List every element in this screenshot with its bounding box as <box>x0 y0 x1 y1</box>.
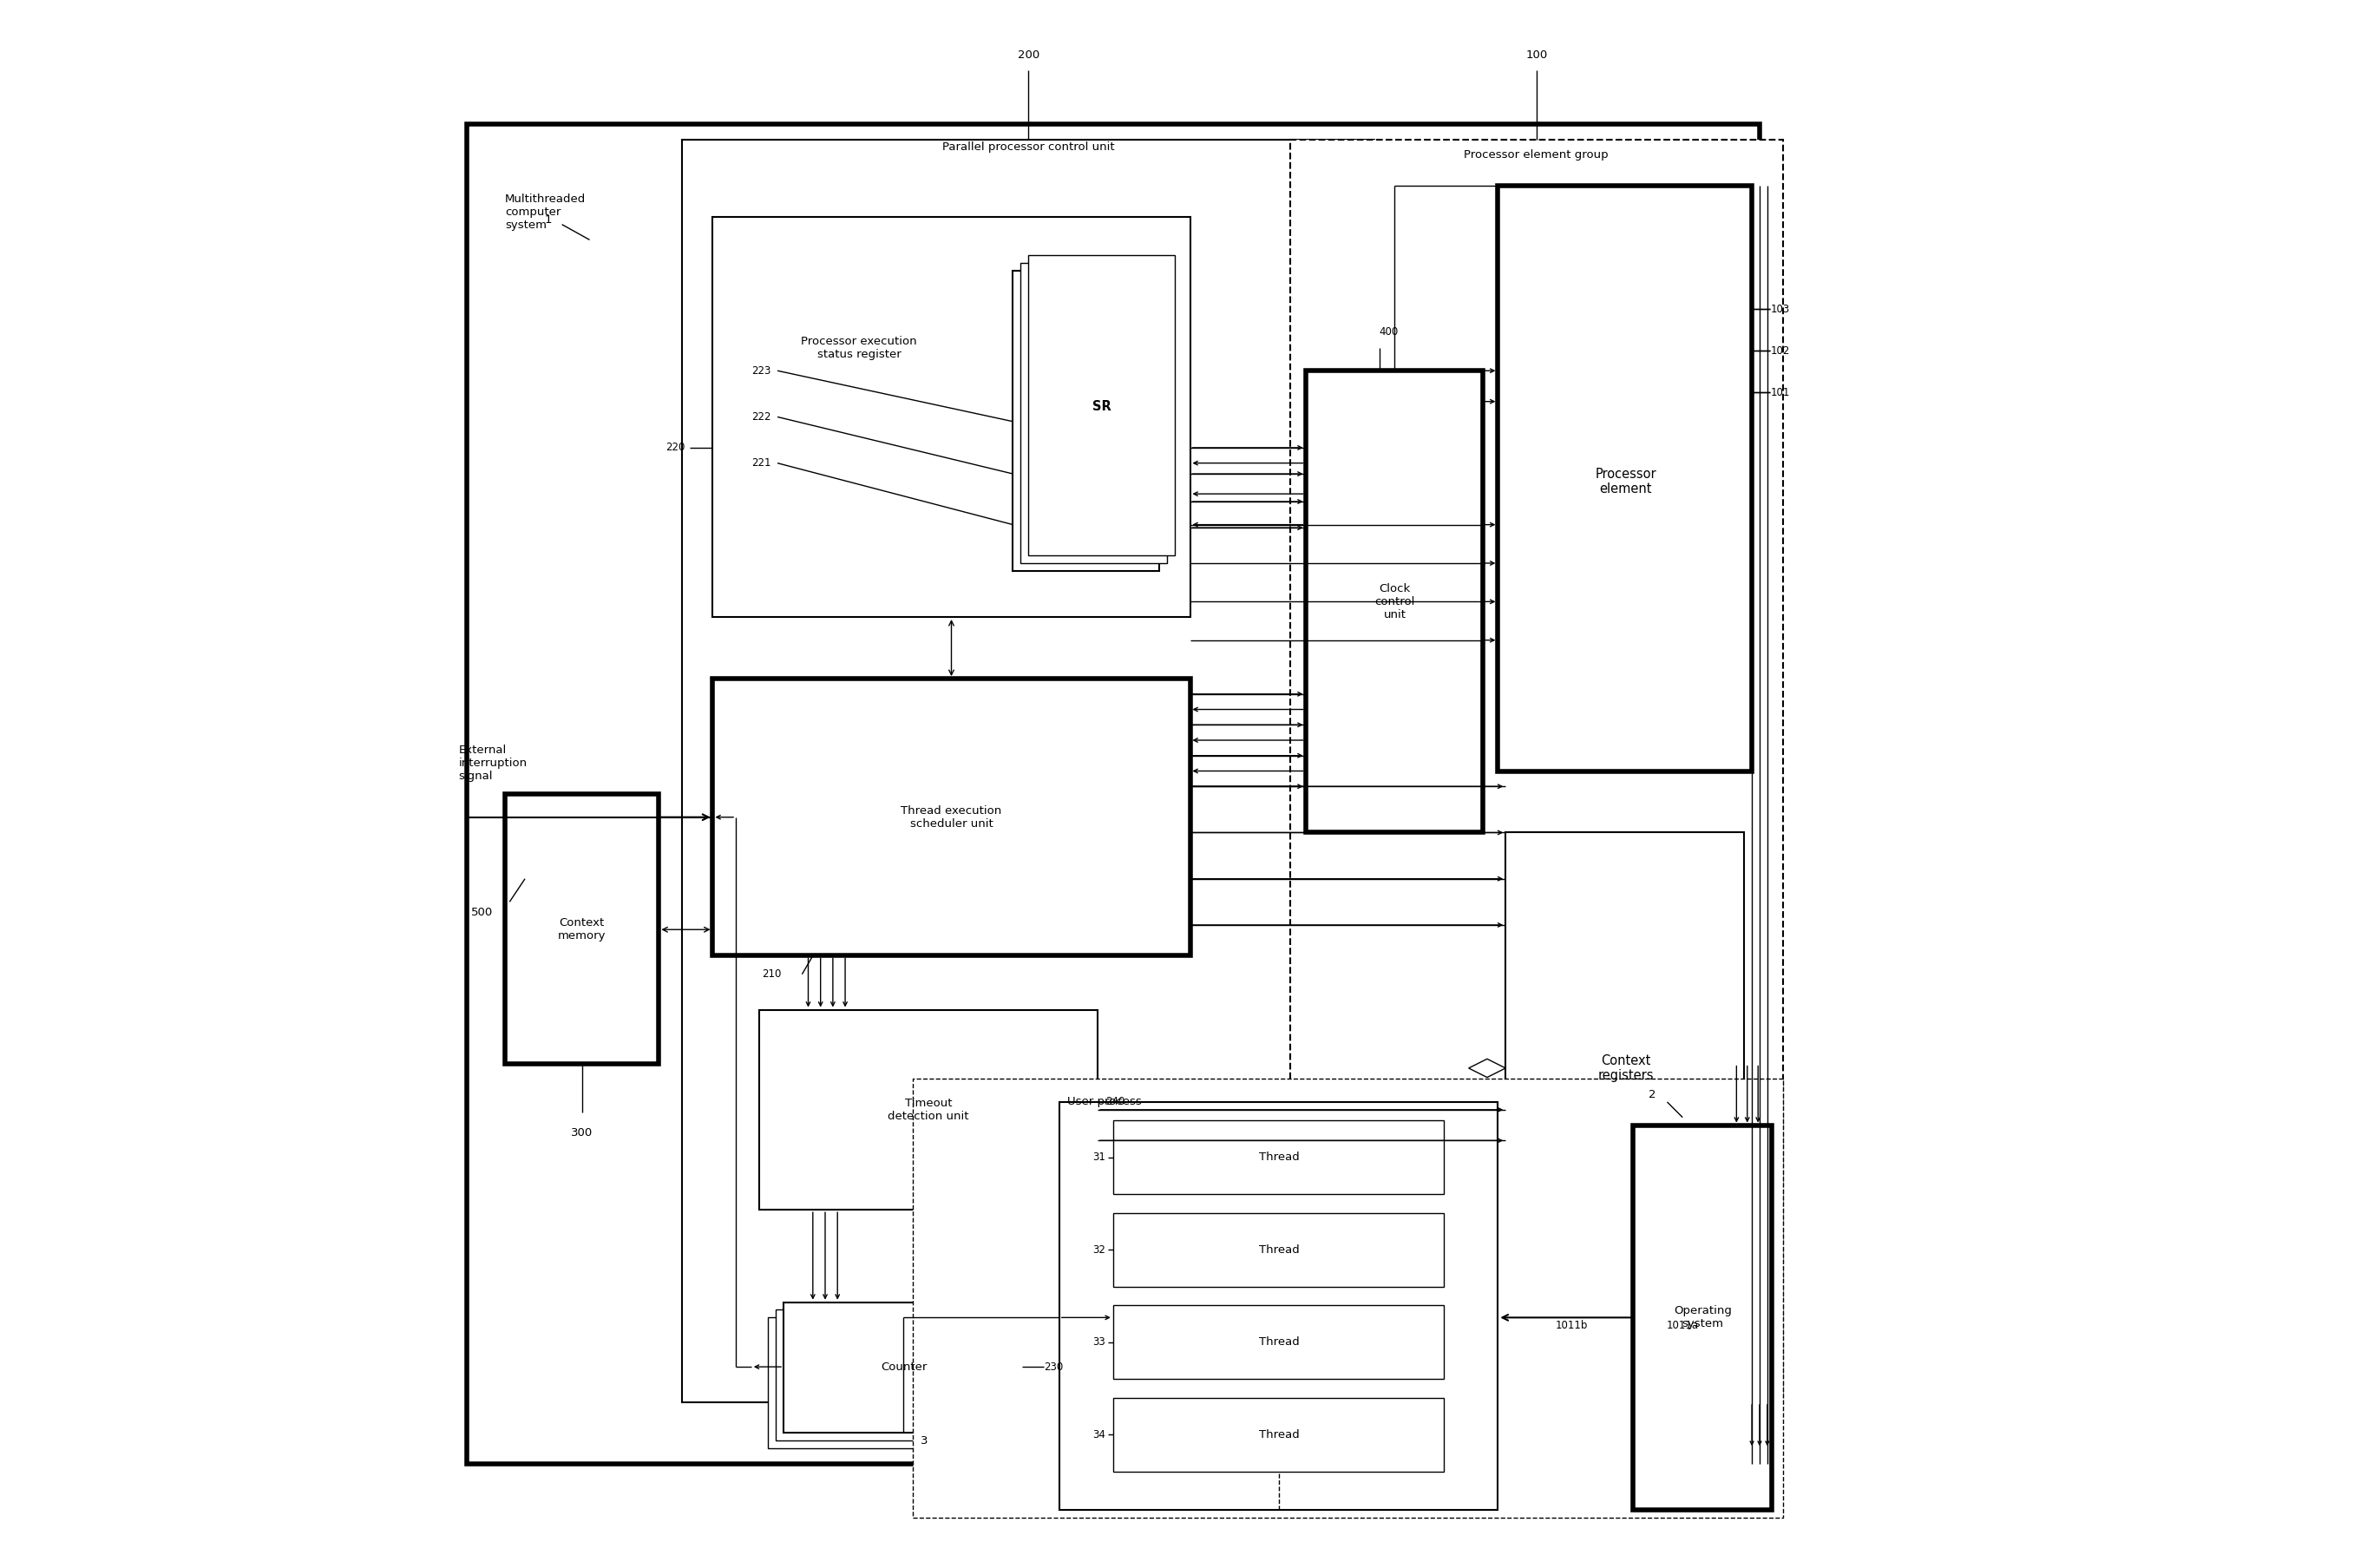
Text: 500: 500 <box>471 907 493 919</box>
Text: 1011b: 1011b <box>1557 1320 1587 1331</box>
Text: 223: 223 <box>752 365 771 376</box>
Text: External
interruption
signal: External interruption signal <box>459 745 528 782</box>
Bar <box>712 217 1190 617</box>
Bar <box>466 125 1759 1463</box>
Text: Context
registers: Context registers <box>1597 1055 1654 1082</box>
Bar <box>683 140 1376 1402</box>
Bar <box>914 1079 1783 1517</box>
Text: 300: 300 <box>571 1127 593 1138</box>
Text: Processor
element: Processor element <box>1595 467 1656 495</box>
Text: User process: User process <box>1066 1096 1142 1107</box>
Bar <box>1114 1214 1445 1286</box>
Text: Processor element group: Processor element group <box>1464 150 1609 160</box>
Bar <box>1014 271 1159 571</box>
Text: Processor execution
status register: Processor execution status register <box>802 336 916 359</box>
Text: 200: 200 <box>1016 49 1040 60</box>
Text: 230: 230 <box>1045 1362 1064 1372</box>
Text: 1011a: 1011a <box>1666 1320 1699 1331</box>
Text: 210: 210 <box>762 968 781 979</box>
Text: 102: 102 <box>1771 345 1790 356</box>
Text: Clock
control
unit: Clock control unit <box>1376 583 1414 620</box>
Text: 34: 34 <box>1092 1429 1104 1440</box>
Text: Timeout
detection unit: Timeout detection unit <box>888 1098 969 1123</box>
Bar <box>1507 833 1745 1301</box>
Bar <box>1497 187 1752 771</box>
Polygon shape <box>1468 1059 1507 1078</box>
Text: 100: 100 <box>1526 49 1547 60</box>
Text: 103: 103 <box>1771 304 1790 315</box>
Bar <box>1059 1103 1497 1510</box>
Text: Thread: Thread <box>1259 1337 1299 1348</box>
Text: Thread: Thread <box>1259 1429 1299 1440</box>
Text: Thread: Thread <box>1259 1244 1299 1255</box>
Text: Parallel processor control unit: Parallel processor control unit <box>942 142 1114 153</box>
Bar <box>783 1301 1021 1433</box>
Bar <box>712 678 1190 956</box>
Text: 31: 31 <box>1092 1152 1104 1163</box>
Bar <box>1290 140 1783 1402</box>
Bar <box>1028 256 1176 555</box>
Bar <box>1633 1126 1771 1510</box>
Bar <box>759 1010 1097 1210</box>
Text: 3: 3 <box>921 1436 928 1446</box>
Text: 32: 32 <box>1092 1244 1104 1255</box>
Bar <box>1021 264 1166 563</box>
Text: Operating
system: Operating system <box>1673 1306 1733 1329</box>
Bar <box>1114 1121 1445 1195</box>
Bar <box>769 1317 1007 1448</box>
Bar <box>1114 1305 1445 1379</box>
Text: 2: 2 <box>1647 1089 1656 1099</box>
Bar <box>776 1309 1014 1440</box>
Bar <box>505 794 659 1064</box>
Text: 221: 221 <box>752 458 771 469</box>
Text: 400: 400 <box>1380 327 1399 338</box>
Text: 222: 222 <box>752 412 771 423</box>
Text: Thread: Thread <box>1259 1152 1299 1163</box>
Text: 101: 101 <box>1771 387 1790 398</box>
Text: 33: 33 <box>1092 1337 1104 1348</box>
Text: Counter: Counter <box>881 1362 926 1372</box>
Text: Context
memory: Context memory <box>557 917 607 942</box>
Bar <box>1307 370 1483 833</box>
Text: 1: 1 <box>545 214 552 225</box>
Text: 220: 220 <box>666 443 685 453</box>
Text: 240: 240 <box>1104 1096 1126 1107</box>
Text: SR: SR <box>1092 399 1111 413</box>
Text: Thread execution
scheduler unit: Thread execution scheduler unit <box>902 805 1002 830</box>
Bar <box>1114 1397 1445 1471</box>
Text: Multithreaded
computer
system: Multithreaded computer system <box>505 194 585 231</box>
